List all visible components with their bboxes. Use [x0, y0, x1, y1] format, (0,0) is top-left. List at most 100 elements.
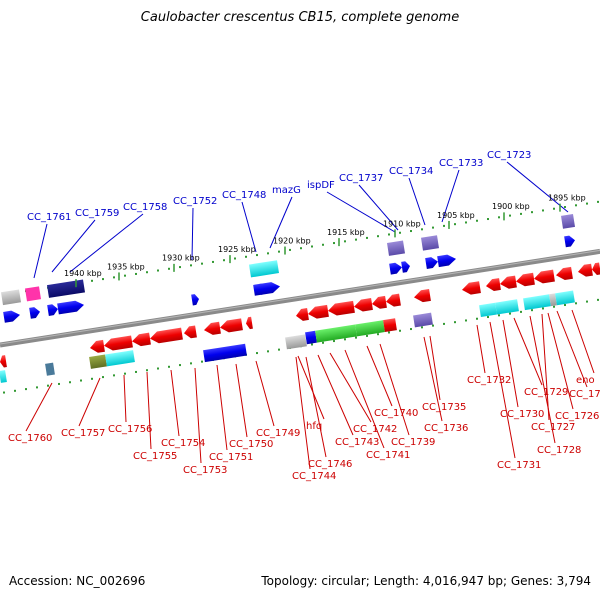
outer-track-dot	[520, 212, 522, 215]
callout-line	[191, 207, 194, 261]
inner-track-dot	[399, 329, 401, 332]
reverse-gene	[104, 335, 133, 351]
callout-line	[269, 196, 293, 249]
gene-label[interactable]: CC_1737	[339, 173, 383, 184]
outer-track-dot	[410, 230, 412, 233]
gene-label[interactable]: CC_1727	[531, 422, 575, 433]
outer-track-dot	[586, 202, 588, 205]
forward-track	[3, 200, 599, 394]
gene-label[interactable]: CC_1746	[308, 459, 352, 470]
gene-label[interactable]: CC_1759	[75, 208, 119, 219]
gene-label[interactable]: CC_1735	[422, 402, 466, 413]
gene-label[interactable]: CC_1729	[524, 387, 568, 398]
inner-track-dot	[69, 381, 71, 384]
inner-track-dot	[113, 374, 115, 377]
inner-track-dot	[509, 312, 511, 315]
gene-label[interactable]: ispDF	[307, 180, 335, 191]
gene-label[interactable]: CC_1732	[467, 375, 511, 386]
callout-line	[423, 336, 443, 422]
forward-gene	[29, 307, 40, 319]
reverse-gene	[578, 263, 593, 277]
gene-label[interactable]: eno	[576, 375, 595, 386]
gene-label[interactable]: CC_1734	[389, 166, 433, 177]
gene-label[interactable]: CC_1758	[123, 202, 167, 213]
gene-label[interactable]: CC_1761	[27, 212, 71, 223]
gene-label[interactable]: CC_1741	[366, 450, 410, 461]
kbp-label: 1925 kbp	[218, 245, 256, 254]
inner-track-dot	[586, 300, 588, 303]
outer-track-dot	[267, 252, 269, 255]
callout-line	[317, 354, 354, 436]
gene-label[interactable]: CC_1736	[424, 423, 468, 434]
outer-track-dot	[311, 245, 313, 248]
inner-track-dot	[102, 376, 104, 379]
outer-track-dot	[465, 221, 467, 224]
gene-label[interactable]: CC_1749	[256, 428, 300, 439]
inner-track-dot	[201, 360, 203, 363]
gene-label[interactable]: CC_1742	[353, 424, 397, 435]
outer-track-dot	[454, 223, 456, 226]
inner-block	[383, 318, 397, 333]
callout-line	[69, 213, 144, 273]
gene-label[interactable]: CC_1730	[500, 409, 544, 420]
inner-block	[413, 312, 433, 328]
gene-label[interactable]: CC_1744	[292, 471, 336, 482]
inner-track-dot	[267, 350, 269, 353]
backbone-line	[0, 248, 600, 348]
kbp-label: 1920 kbp	[273, 236, 311, 245]
inner-track-dot	[47, 384, 49, 387]
gene-label[interactable]: CC_1740	[374, 408, 418, 419]
inner-track-dot	[388, 331, 390, 334]
gene-label[interactable]: CC_1757	[61, 428, 105, 439]
gene-label[interactable]: CC_1752	[173, 196, 217, 207]
outer-track-dot	[234, 257, 236, 260]
inner-track-dot	[190, 362, 192, 365]
gene-label[interactable]: CC_1733	[439, 158, 483, 169]
outer-track-dot	[553, 207, 555, 210]
outer-track-dot	[355, 238, 357, 241]
gene-label[interactable]: hfq	[306, 421, 322, 432]
reverse-gene	[90, 339, 105, 353]
reverse-gene	[150, 327, 183, 344]
inner-block	[549, 293, 557, 307]
reverse-gene	[328, 300, 355, 316]
gene-label[interactable]: CC_1756	[108, 424, 152, 435]
gene-label[interactable]: CC_1743	[335, 437, 379, 448]
callout-line	[33, 223, 48, 279]
inner-track-dot	[3, 391, 5, 394]
gene-label[interactable]: CC_1731	[497, 460, 541, 471]
inner-track-dot	[597, 298, 599, 301]
inner-track-dot	[366, 334, 368, 337]
callout-line	[235, 363, 248, 438]
callout-line	[170, 369, 180, 437]
gene-label[interactable]: CC_1725	[569, 389, 600, 400]
outer-track-dot	[256, 254, 258, 257]
inner-track-dot	[333, 340, 335, 343]
outer-track-dot	[487, 218, 489, 221]
gene-label[interactable]: CC_1750	[229, 439, 273, 450]
outer-track-dot	[388, 233, 390, 236]
callout-line	[241, 201, 257, 253]
gene-label[interactable]: CC_1726	[555, 411, 599, 422]
gene-label[interactable]: CC_1739	[391, 437, 435, 448]
forward-gene	[3, 310, 20, 323]
callout-line	[51, 219, 96, 273]
callout-line	[476, 324, 486, 374]
forward-gene	[389, 262, 402, 275]
gene-label[interactable]: mazG	[272, 185, 301, 196]
gene-label[interactable]: CC_1751	[209, 452, 253, 463]
gene-label[interactable]: CC_1760	[8, 433, 52, 444]
gene-label[interactable]: CC_1748	[222, 190, 266, 201]
gene-label[interactable]: CC_1754	[161, 438, 205, 449]
forward-gene	[57, 300, 85, 315]
gene-label[interactable]: CC_1755	[133, 451, 177, 462]
reverse-gene	[220, 318, 243, 333]
gene-label[interactable]: CC_1728	[537, 445, 581, 456]
callout-line	[506, 161, 569, 213]
gene-label[interactable]: CC_1753	[183, 465, 227, 476]
outer-track-dot	[91, 279, 93, 282]
callout-line	[547, 312, 574, 410]
gene-label[interactable]: CC_1723	[487, 150, 531, 161]
inner-track-dot	[410, 328, 412, 331]
callout-line	[429, 335, 441, 401]
